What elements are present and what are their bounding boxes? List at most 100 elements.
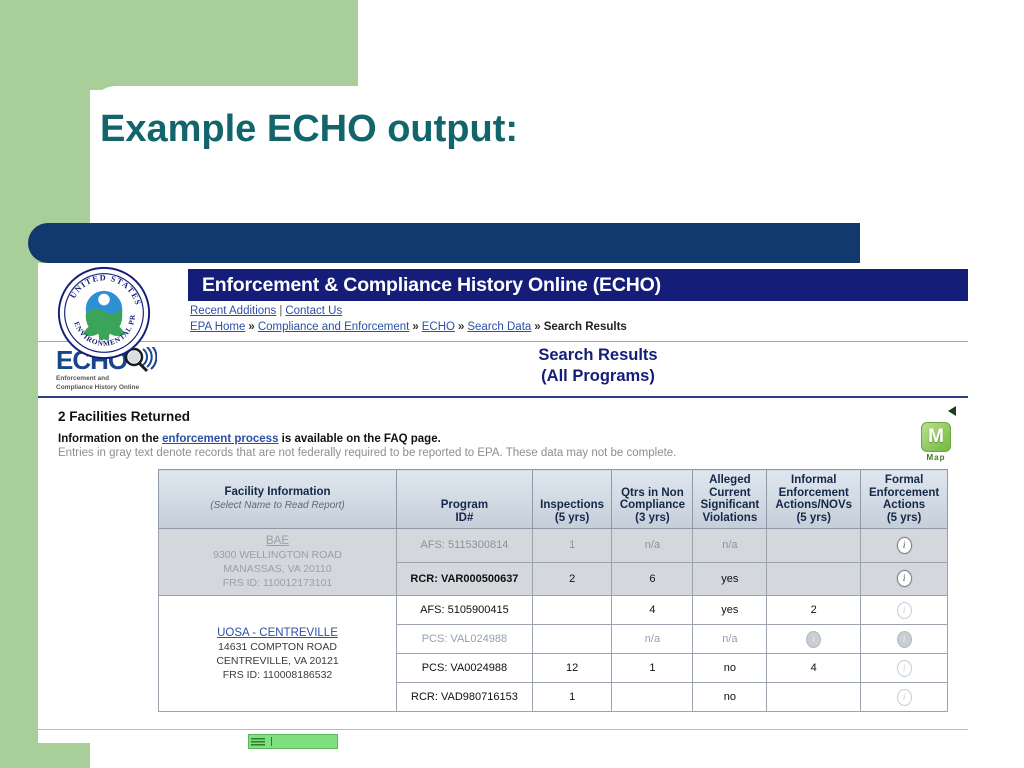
cell-formal-actions: i [860, 653, 948, 683]
cell-program-id: RCR: VAD980716153 [396, 682, 533, 712]
echo-site-header: UNITED STATES ENVIRONMENTAL PROTECTION A… [38, 263, 968, 360]
breadcrumb-chevron-icon: » [534, 321, 541, 333]
cell-alleged-violations: no [692, 653, 768, 683]
breadcrumb: EPA Home» Compliance and Enforcement» ECHO… [190, 321, 627, 333]
info-icon[interactable]: i [806, 630, 822, 648]
cell-program-id: PCS: VA0024988 [396, 653, 533, 683]
col-facility-information-sublabel: (Select Name to Read Report) [210, 500, 345, 511]
echo-utility-links: Recent Additions | Contact Us [190, 305, 342, 317]
echo-logo-row: ECHO Enforcement and Compliance History … [38, 342, 968, 398]
facility-frs-id: FRS ID: 110008186532 [222, 668, 333, 681]
cell-alleged-violations: no [692, 682, 768, 712]
page-title: Example ECHO output: [100, 107, 519, 150]
breadcrumb-chevron-icon: » [412, 321, 419, 333]
info-icon[interactable]: i [896, 601, 912, 619]
breadcrumb-echo[interactable]: ECHO [421, 321, 455, 333]
cell-alleged-violations: n/a [692, 624, 768, 654]
cell-inspections: 1 [531, 528, 613, 563]
info-icon[interactable]: i [896, 630, 912, 648]
heading-line-2: (All Programs) [541, 367, 655, 385]
breadcrumb-chevron-icon: » [457, 321, 465, 333]
echo-logo[interactable]: ECHO Enforcement and Compliance History … [56, 346, 186, 394]
cell-qtrs-non-compliance: 1 [611, 653, 694, 683]
cell-program-id: AFS: 5115300814 [396, 528, 533, 563]
cell-program-id: AFS: 5105900415 [396, 595, 533, 625]
table-row: BAE 9300 WELLINGTON ROAD MANASSAS, VA 20… [158, 528, 948, 596]
info-icon[interactable]: i [896, 536, 912, 554]
search-results-table: Facility Information (Select Name to Rea… [158, 469, 948, 712]
cell-qtrs-non-compliance: 6 [611, 561, 694, 596]
cell-alleged-violations: yes [692, 595, 768, 625]
col-formal-enforcement-actions: Formal Enforcement Actions (5 yrs) [860, 469, 948, 529]
echo-screenshot: UNITED STATES ENVIRONMENTAL PROTECTION A… [38, 263, 968, 743]
cell-qtrs-non-compliance: n/a [611, 528, 694, 563]
utility-separator: | [279, 305, 283, 317]
screenshot-bottom-rule [38, 729, 968, 730]
link-recent-additions[interactable]: Recent Additions [190, 305, 277, 317]
cell-formal-actions: i [860, 624, 948, 654]
map-button[interactable]: M Map [918, 422, 954, 462]
slide-top-green-block [0, 0, 358, 90]
note-prefix: Information on the [58, 433, 163, 445]
table-row: RCR: VAR000500637 2 6 yes i [159, 561, 948, 596]
facility-cell-bae: BAE 9300 WELLINGTON ROAD MANASSAS, VA 20… [158, 528, 397, 596]
col-facility-information: Facility Information (Select Name to Rea… [158, 469, 397, 529]
facility-cell-uosa-centreville: UOSA - CENTREVILLE 14631 COMPTON ROAD CE… [158, 595, 397, 712]
cell-program-id: PCS: VAL024988 [396, 624, 533, 654]
map-glyph-icon: M [921, 422, 951, 452]
enforcement-process-note: Information on the enforcement process i… [58, 433, 968, 445]
list-lines-icon [251, 737, 265, 746]
col-facility-information-label: Facility Information [224, 485, 331, 498]
cell-alleged-violations: yes [692, 561, 768, 596]
facility-frs-id: FRS ID: 110012173101 [222, 577, 333, 589]
breadcrumb-chevron-icon: » [248, 321, 255, 333]
bottom-green-widget[interactable] [248, 734, 338, 749]
table-header-row: Facility Information (Select Name to Rea… [158, 469, 948, 529]
cell-informal-actions [766, 528, 862, 563]
table-row: UOSA - CENTREVILLE 14631 COMPTON ROAD CE… [158, 595, 948, 712]
col-inspections: Inspections (5 yrs) [531, 469, 613, 529]
echo-site-title: Enforcement & Compliance History Online … [202, 273, 661, 296]
cell-informal-actions [766, 682, 862, 712]
col-qtrs-non-compliance: Qtrs in Non Compliance (3 yrs) [611, 469, 694, 529]
echo-title-banner: Enforcement & Compliance History Online … [188, 269, 968, 301]
info-icon[interactable]: i [896, 688, 912, 706]
breadcrumb-search-data[interactable]: Search Data [467, 321, 532, 333]
slide-title-bar: Example ECHO output: [100, 94, 900, 164]
map-button-label: Map [926, 453, 946, 462]
info-icon[interactable]: i [896, 570, 912, 588]
gray-text-note: Entries in gray text denote records that… [58, 447, 677, 459]
facility-address-line2: MANASSAS, VA 20110 [223, 563, 332, 575]
link-contact-us[interactable]: Contact Us [285, 305, 343, 317]
breadcrumb-compliance-and-enforcement[interactable]: Compliance and Enforcement [257, 321, 410, 333]
breadcrumb-search-results: Search Results [543, 321, 627, 333]
col-alleged-current-significant-violations: Alleged Current Significant Violations [692, 469, 768, 529]
heading-line-1: Search Results [538, 346, 658, 364]
cell-informal-actions: i [766, 624, 862, 654]
table-row: PCS: VAL024988 n/a n/a i i [159, 624, 948, 654]
facility-name-link[interactable]: UOSA - CENTREVILLE [217, 626, 338, 639]
info-icon[interactable]: i [896, 659, 912, 677]
facility-address-line1: 14631 COMPTON ROAD [218, 640, 337, 653]
cell-formal-actions: i [860, 561, 948, 596]
breadcrumb-epa-home[interactable]: EPA Home [190, 321, 246, 333]
cell-program-id: RCR: VAR000500637 [396, 561, 533, 596]
cell-formal-actions: i [860, 528, 948, 563]
cell-qtrs-non-compliance [611, 682, 694, 712]
text-caret-icon [271, 737, 272, 746]
slide-navy-band [28, 223, 860, 263]
magnifier-icon [124, 347, 158, 373]
collapse-caret-icon[interactable] [948, 406, 956, 416]
cell-inspections: 12 [531, 653, 613, 683]
echo-tagline-line1: Enforcement and [56, 375, 110, 382]
facility-name-link[interactable]: BAE [265, 535, 289, 547]
cell-inspections: 2 [531, 561, 613, 596]
note-suffix: is available on the FAQ page. [278, 433, 441, 445]
cell-qtrs-non-compliance: 4 [611, 595, 694, 625]
search-results-heading: Search Results (All Programs) [468, 345, 728, 387]
link-enforcement-process[interactable]: enforcement process [162, 433, 279, 445]
cell-formal-actions: i [860, 595, 948, 625]
table-row: RCR: VAD980716153 1 no i [159, 682, 948, 712]
cell-inspections [531, 624, 613, 654]
facilities-returned-count: 2 Facilities Returned [58, 409, 191, 424]
